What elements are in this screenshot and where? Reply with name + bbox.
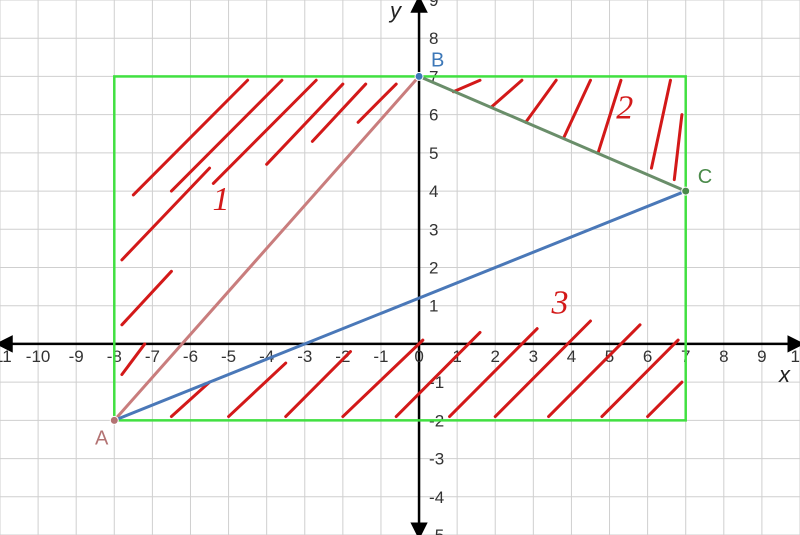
hatch-stroke bbox=[549, 325, 640, 417]
tick-label-x: -1 bbox=[373, 347, 388, 366]
tick-label-x: 0 bbox=[414, 347, 423, 366]
tick-label-x: 4 bbox=[567, 347, 576, 366]
hatch-stroke bbox=[450, 329, 538, 417]
tick-label-y: 6 bbox=[429, 106, 438, 125]
label-C: C bbox=[698, 166, 712, 188]
cartesian-plot: -11-10-9-8-7-6-5-4-3-2-1012345678910-5-4… bbox=[0, 0, 800, 535]
tick-label-x: 6 bbox=[643, 347, 652, 366]
tick-label-x: -5 bbox=[221, 347, 236, 366]
triangle-edge bbox=[419, 76, 686, 191]
region-label-3: 3 bbox=[551, 284, 569, 321]
hatch-stroke bbox=[171, 80, 281, 191]
tick-label-x: -10 bbox=[26, 347, 51, 366]
tick-label-y: 5 bbox=[429, 144, 438, 163]
label-A: A bbox=[95, 427, 109, 449]
tick-label-x: 2 bbox=[491, 347, 500, 366]
tick-label-x: -7 bbox=[145, 347, 160, 366]
axis-label-x: x bbox=[778, 362, 791, 387]
tick-label-y: -5 bbox=[429, 526, 444, 535]
hatch-stroke bbox=[122, 344, 145, 375]
region-label-1: 1 bbox=[212, 181, 229, 218]
tick-label-x: 3 bbox=[529, 347, 538, 366]
vertex-A bbox=[110, 416, 118, 424]
tick-label-y: 8 bbox=[429, 29, 438, 48]
tick-label-x: 8 bbox=[719, 347, 728, 366]
tick-label-y: 4 bbox=[429, 182, 438, 201]
tick-label-y: 2 bbox=[429, 259, 438, 278]
tick-label-y: 3 bbox=[429, 220, 438, 239]
hatch-stroke bbox=[286, 352, 351, 417]
hatching bbox=[122, 80, 682, 416]
tick-label-x: -6 bbox=[183, 347, 198, 366]
axis-label-y: y bbox=[388, 0, 403, 23]
hatch-stroke bbox=[358, 84, 396, 122]
tick-label-y: -3 bbox=[429, 450, 444, 469]
label-B: B bbox=[431, 49, 444, 71]
hatch-stroke bbox=[491, 80, 521, 107]
hatch-stroke bbox=[495, 321, 590, 417]
hatch-stroke bbox=[526, 80, 556, 122]
tick-label-x: -11 bbox=[0, 347, 12, 366]
tick-label-x: 9 bbox=[757, 347, 766, 366]
hatch-stroke bbox=[674, 115, 682, 180]
triangle bbox=[110, 72, 689, 424]
hatch-stroke bbox=[122, 168, 210, 260]
tick-label-x: -3 bbox=[297, 347, 312, 366]
vertex-B bbox=[415, 72, 423, 80]
hatch-stroke bbox=[312, 84, 365, 141]
tick-label-x: 10 bbox=[791, 347, 800, 366]
tick-label-y: 9 bbox=[429, 0, 438, 10]
hatch-stroke bbox=[564, 80, 591, 137]
hatch-stroke bbox=[122, 271, 172, 325]
tick-label-y: -4 bbox=[429, 488, 444, 507]
tick-label-x: -9 bbox=[69, 347, 84, 366]
grid-layer bbox=[0, 0, 800, 535]
vertex-C bbox=[682, 187, 690, 195]
hatch-stroke bbox=[651, 80, 670, 168]
region-label-2: 2 bbox=[616, 89, 633, 126]
plot-svg: -11-10-9-8-7-6-5-4-3-2-1012345678910-5-4… bbox=[0, 0, 800, 535]
hatch-stroke bbox=[648, 382, 682, 416]
tick-label-y: 1 bbox=[429, 297, 438, 316]
